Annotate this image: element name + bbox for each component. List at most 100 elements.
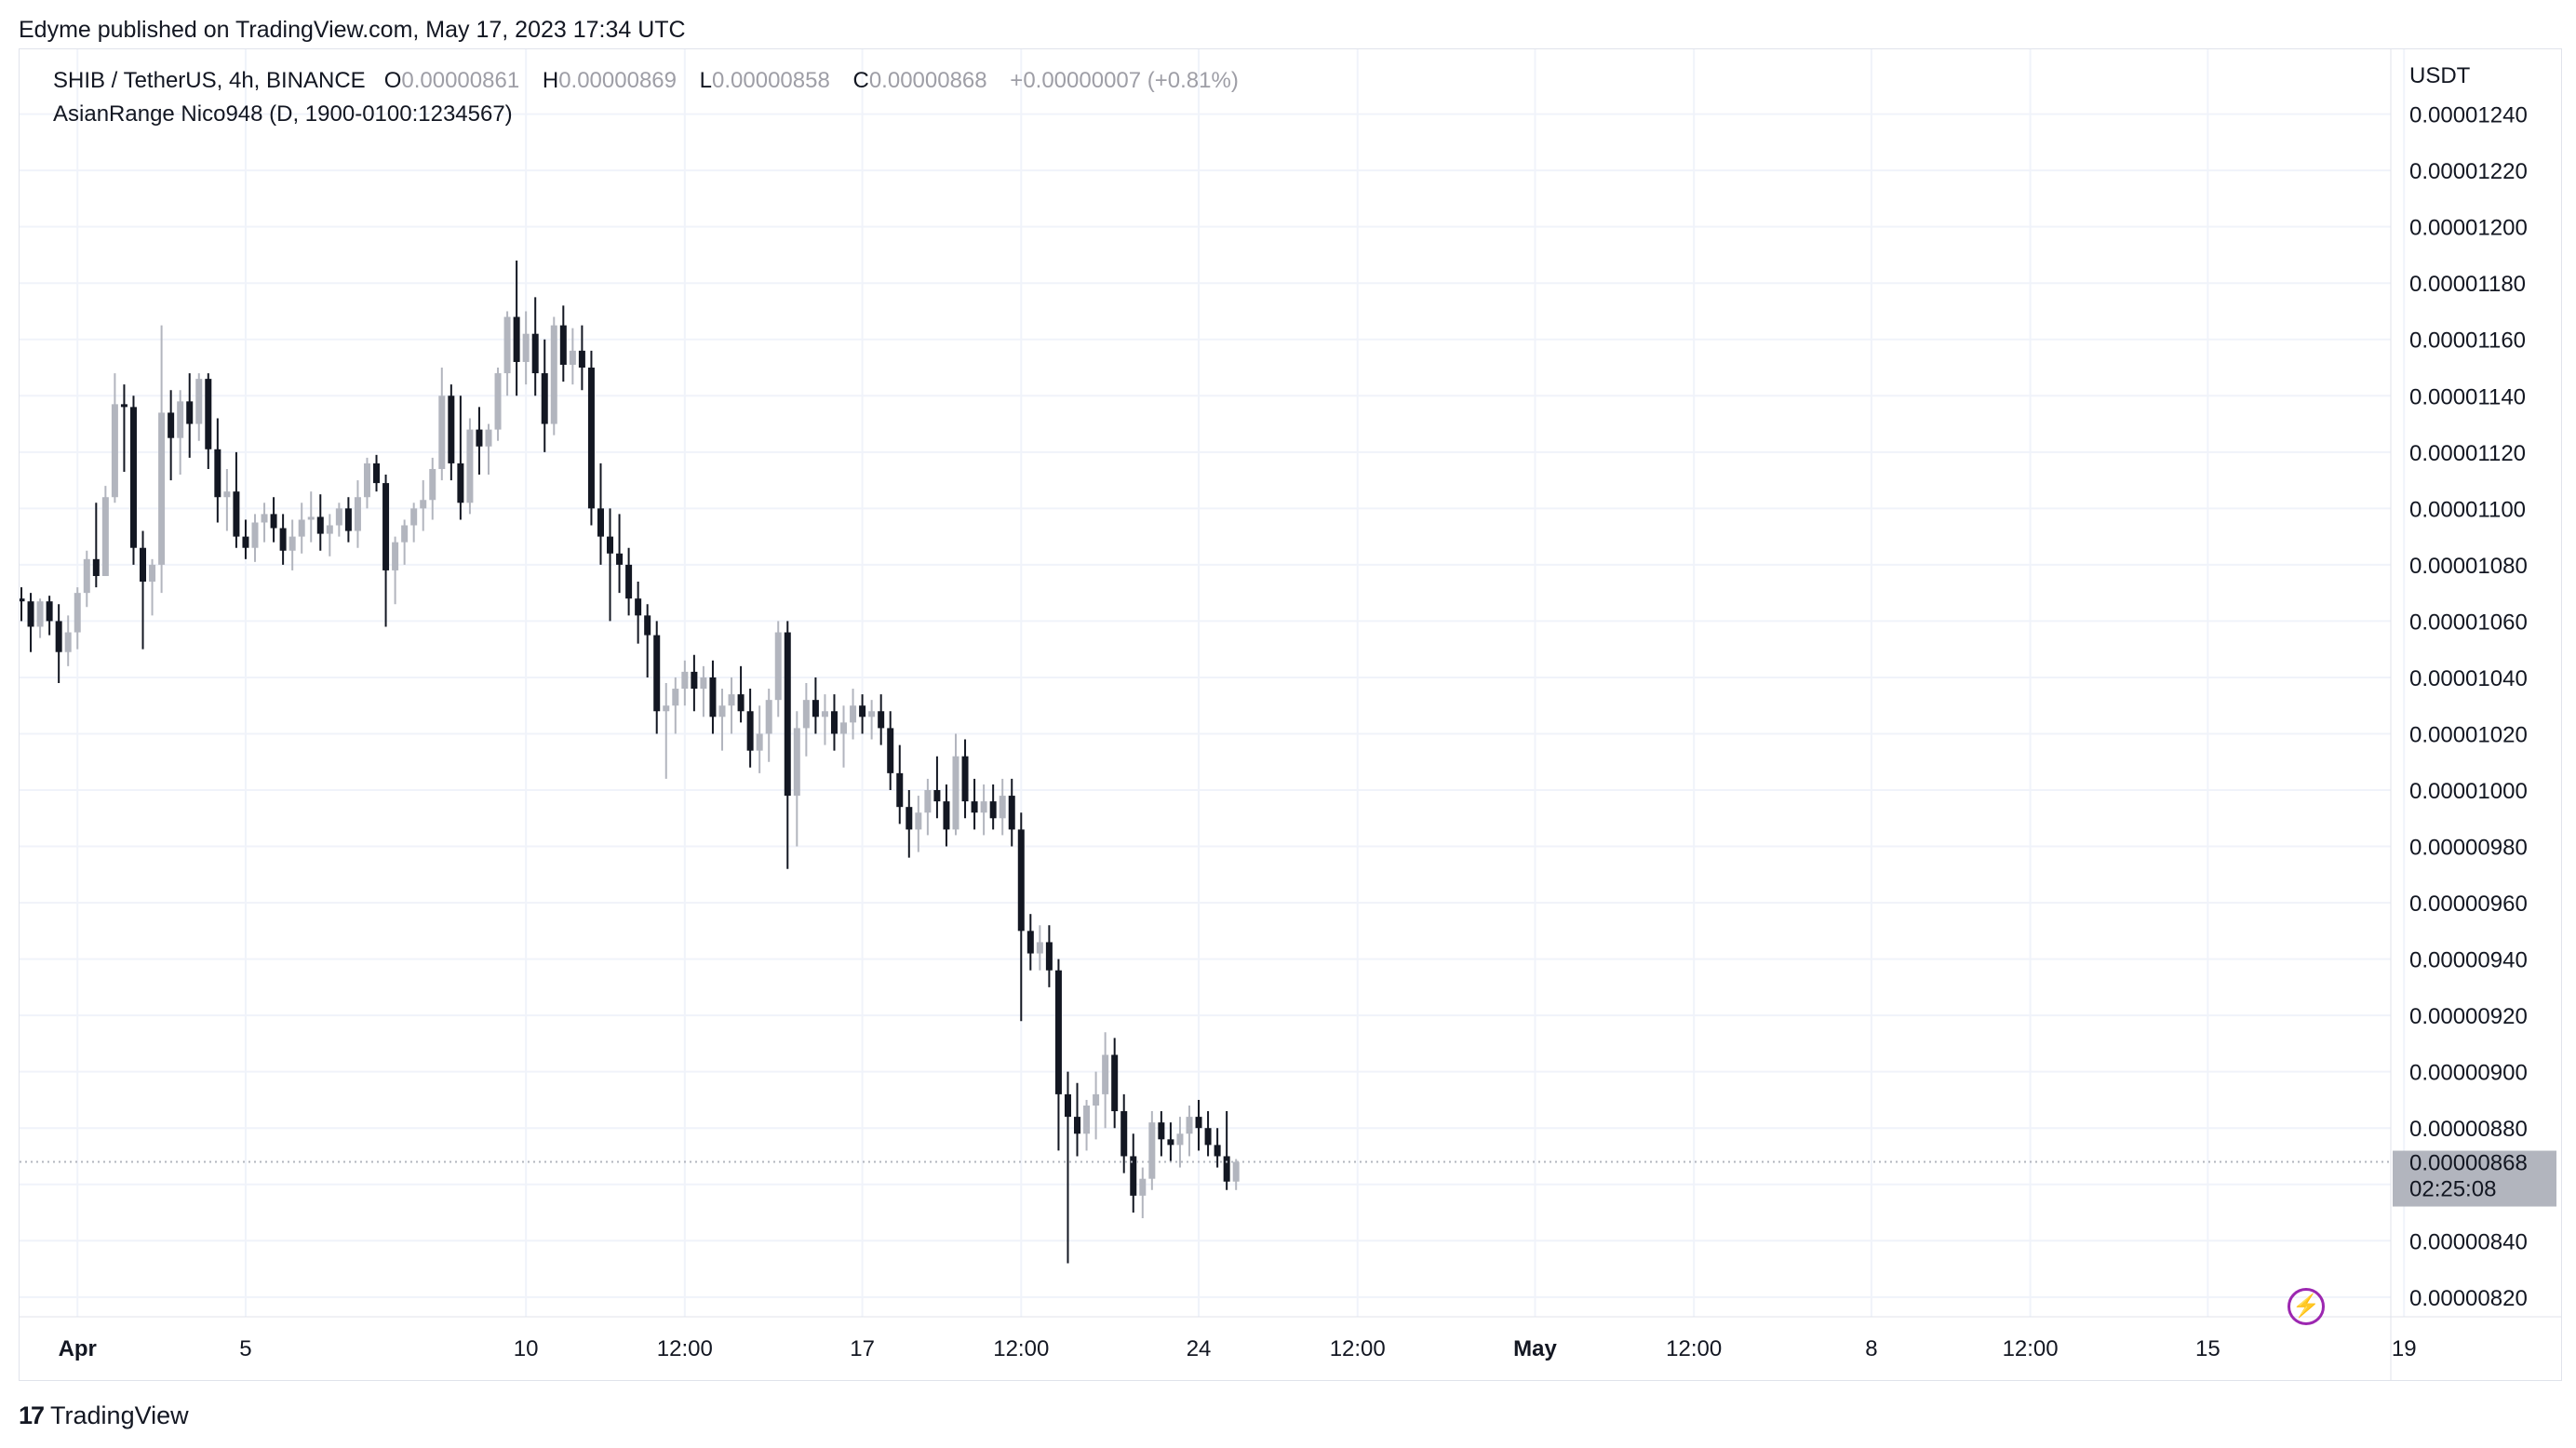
candle-body: [120, 404, 127, 408]
candle: [644, 604, 651, 677]
symbol-legend[interactable]: SHIB / TetherUS, 4h, BINANCE O0.00000861…: [53, 68, 1239, 94]
indicator-title: AsianRange Nico948 (D, 1900-0100:1234567…: [53, 101, 513, 127]
price-badge-bg: [2393, 1150, 2556, 1207]
time-tick-label: 15: [2195, 1336, 2220, 1361]
candle: [830, 694, 838, 751]
candle: [1223, 1111, 1230, 1190]
candle-body: [363, 463, 370, 498]
candle: [952, 733, 959, 836]
open-label: O: [383, 68, 402, 93]
candle: [177, 390, 184, 476]
candle: [476, 407, 483, 476]
candle: [288, 519, 296, 570]
candle-body: [186, 401, 194, 424]
candle: [840, 705, 848, 768]
candle: [92, 503, 100, 588]
candle-body: [457, 463, 464, 503]
candle: [728, 677, 735, 734]
time-tick-label: 24: [1187, 1336, 1212, 1361]
candle: [326, 514, 333, 556]
candle: [270, 497, 277, 543]
candle: [756, 705, 763, 773]
candle: [1074, 1082, 1081, 1157]
candle-body: [279, 528, 287, 551]
candle: [129, 396, 137, 565]
candle-body: [92, 558, 100, 576]
current-price-badge[interactable]: 0.00000868 02:25:08: [2393, 1150, 2556, 1207]
candle-body: [933, 790, 941, 802]
low-label: L: [699, 68, 713, 93]
candle: [784, 621, 791, 869]
candle-body: [644, 615, 651, 636]
price-tick-label: 0.00001000: [2409, 779, 2528, 804]
candle: [503, 311, 511, 396]
time-tick-label: 12:00: [993, 1336, 1049, 1361]
candle-body: [859, 705, 866, 717]
candle-body: [158, 412, 166, 565]
candle: [205, 373, 212, 469]
candle-body: [466, 429, 474, 503]
close-value: 0.00000868: [868, 68, 987, 93]
candle-body: [569, 350, 576, 365]
candle-body: [74, 593, 81, 633]
candle: [1120, 1093, 1128, 1173]
time-tick-label: 12:00: [1666, 1336, 1722, 1361]
price-tick-label: 0.00001040: [2409, 666, 2528, 691]
candle: [933, 756, 941, 819]
candle: [1195, 1099, 1202, 1151]
candle: [316, 494, 324, 551]
candle-body: [1223, 1156, 1230, 1182]
candle-body: [961, 756, 969, 802]
candle: [1186, 1106, 1193, 1157]
time-axis: Apr 5 10 12:00 17 12:00 24 12:00 May 12:00 8 12:00 1…: [59, 1336, 2417, 1361]
open-value: 0.00000861: [401, 68, 520, 93]
candle-body: [802, 700, 810, 729]
chart-frame[interactable]: USDT 0.00001240 0.00001220 0.00001200 0.000…: [19, 48, 2562, 1381]
candle: [1130, 1133, 1137, 1213]
footer-brand: TradingView: [50, 1401, 189, 1429]
candle: [1158, 1111, 1165, 1157]
candle: [616, 514, 624, 594]
candle: [101, 486, 109, 576]
price-tick-label: 0.00000940: [2409, 948, 2528, 973]
candle: [1054, 959, 1062, 1151]
high-value: 0.00000869: [558, 68, 677, 93]
candle: [83, 550, 90, 608]
candle: [989, 784, 997, 830]
candle: [1017, 812, 1025, 1022]
candle: [663, 683, 670, 779]
candle-body: [980, 801, 987, 813]
candle: [261, 503, 268, 543]
candle-body: [728, 694, 735, 706]
candle: [111, 373, 118, 503]
candle-body: [896, 772, 904, 808]
candle-body: [672, 689, 679, 706]
candle-body: [261, 514, 268, 523]
candlestick-chart[interactable]: USDT 0.000012400.000012200.000012000.000…: [20, 49, 2561, 1380]
candle: [896, 744, 904, 825]
candle-body: [344, 508, 352, 531]
candle-body: [1054, 970, 1062, 1094]
candle-body: [354, 497, 361, 531]
indicator-legend[interactable]: AsianRange Nico948 (D, 1900-0100:1234567…: [53, 101, 513, 127]
candle: [74, 587, 81, 650]
candle-body: [784, 632, 791, 797]
price-tick-label: 0.00001240: [2409, 103, 2528, 128]
lightning-bolt-icon[interactable]: ⚡: [2288, 1288, 2325, 1325]
candle: [1111, 1038, 1119, 1129]
candle-body: [587, 368, 595, 509]
candle-body: [1232, 1161, 1240, 1182]
candle-body: [1176, 1133, 1184, 1146]
candle-body: [924, 790, 932, 813]
candle-body: [1204, 1128, 1212, 1146]
candle: [392, 536, 399, 605]
candle: [120, 384, 127, 472]
candle-body: [270, 514, 277, 529]
candle: [410, 503, 418, 543]
candle-body: [140, 547, 147, 583]
candle-body: [298, 519, 305, 537]
candle-body: [812, 700, 819, 717]
candle-body: [952, 756, 959, 830]
candle: [531, 297, 539, 396]
candle: [64, 615, 72, 666]
